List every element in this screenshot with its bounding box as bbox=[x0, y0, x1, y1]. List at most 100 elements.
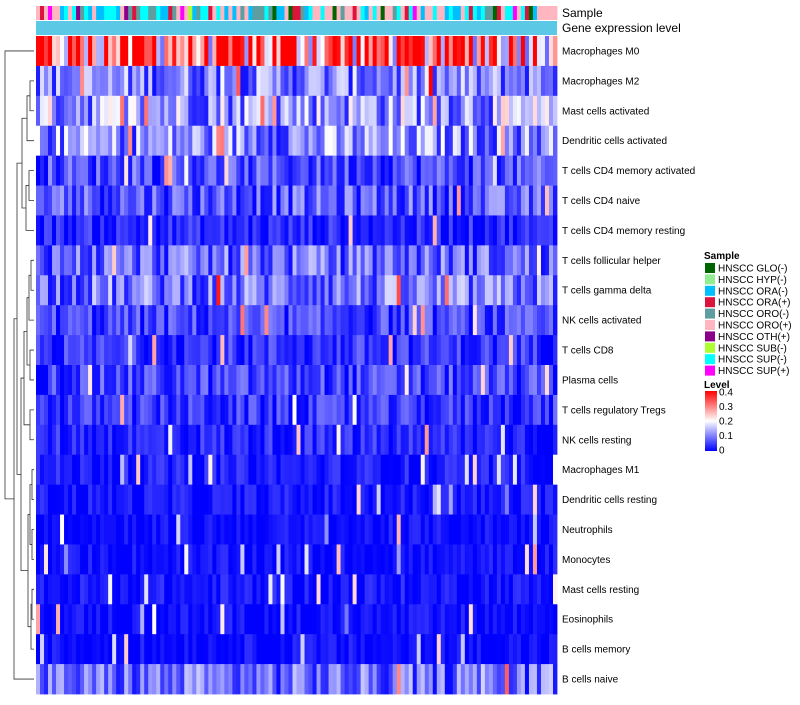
heatmap-cell bbox=[452, 215, 458, 246]
heatmap-cell bbox=[92, 215, 97, 246]
heatmap-cell bbox=[528, 604, 534, 635]
heatmap-cell bbox=[440, 335, 446, 366]
sample-annotation-cell bbox=[256, 6, 261, 20]
heatmap-cell bbox=[300, 275, 305, 306]
heatmap-cell bbox=[420, 185, 426, 216]
heatmap-cell bbox=[432, 634, 438, 665]
heatmap-cell bbox=[440, 185, 446, 216]
heatmap-cell bbox=[512, 454, 518, 486]
heatmap-cell bbox=[252, 95, 257, 127]
heatmap-cell bbox=[396, 305, 402, 336]
heatmap-cell bbox=[552, 335, 558, 366]
level-legend-tick: 0.2 bbox=[719, 417, 733, 428]
heatmap-cell bbox=[272, 215, 277, 246]
heatmap-cell bbox=[444, 95, 450, 127]
heatmap-cell bbox=[284, 394, 289, 426]
heatmap-cell bbox=[336, 125, 341, 157]
heatmap-cell bbox=[528, 365, 534, 396]
heatmap-cell bbox=[336, 424, 341, 456]
heatmap-cell bbox=[136, 664, 141, 695]
heatmap-cell bbox=[68, 125, 73, 157]
heatmap-cell bbox=[48, 664, 53, 695]
heatmap-cell bbox=[204, 514, 209, 545]
heatmap-cell bbox=[252, 335, 257, 366]
heatmap-cell bbox=[196, 125, 201, 157]
heatmap-cell bbox=[64, 245, 69, 276]
heatmap-cell bbox=[212, 215, 217, 246]
heatmap-cell bbox=[532, 335, 538, 366]
heatmap-cell bbox=[124, 125, 129, 157]
heatmap-cell bbox=[484, 36, 490, 67]
heatmap-cell bbox=[108, 215, 113, 246]
heatmap-cell bbox=[532, 215, 538, 246]
heatmap-cell bbox=[220, 95, 225, 127]
heatmap-cell bbox=[300, 335, 305, 366]
heatmap-cell bbox=[100, 544, 105, 575]
heatmap-cell bbox=[316, 335, 321, 366]
heatmap-cell bbox=[316, 245, 321, 276]
heatmap-cell bbox=[260, 365, 265, 396]
heatmap-cell bbox=[264, 245, 269, 276]
heatmap-cell bbox=[128, 65, 133, 97]
heatmap-cell bbox=[508, 454, 514, 486]
heatmap-cell bbox=[100, 275, 105, 306]
heatmap-cell bbox=[424, 454, 430, 486]
heatmap-cell bbox=[508, 125, 514, 157]
dendrogram-branch bbox=[28, 274, 34, 321]
heatmap-cell bbox=[476, 185, 482, 216]
heatmap-cell bbox=[344, 95, 349, 127]
heatmap-cell bbox=[280, 65, 285, 97]
heatmap-cell bbox=[172, 275, 177, 306]
heatmap-cell bbox=[244, 424, 249, 456]
heatmap-cell bbox=[540, 155, 546, 186]
heatmap-cell bbox=[452, 634, 458, 665]
heatmap-cell bbox=[536, 365, 542, 396]
heatmap-cell bbox=[448, 454, 454, 486]
heatmap-cell bbox=[292, 574, 297, 605]
heatmap-cell bbox=[396, 36, 402, 67]
heatmap-cell bbox=[400, 95, 406, 127]
heatmap-cell bbox=[272, 574, 277, 605]
heatmap-cell bbox=[228, 245, 233, 276]
heatmap-cell bbox=[288, 574, 293, 605]
heatmap-cell bbox=[464, 185, 470, 216]
heatmap-cell bbox=[324, 424, 329, 456]
heatmap-cell bbox=[224, 65, 229, 97]
heatmap-cell bbox=[220, 544, 225, 575]
heatmap-cell bbox=[284, 634, 289, 665]
heatmap-cell bbox=[488, 454, 494, 486]
heatmap-cell bbox=[296, 664, 301, 695]
heatmap-cell bbox=[212, 424, 217, 456]
heatmap-cell bbox=[92, 65, 97, 97]
heatmap-cell bbox=[368, 604, 374, 635]
heatmap-cell bbox=[236, 604, 241, 635]
heatmap-cell bbox=[84, 394, 89, 426]
heatmap-cell bbox=[120, 245, 125, 276]
heatmap-cell bbox=[196, 155, 201, 186]
heatmap-cell bbox=[100, 394, 105, 426]
heatmap-cell bbox=[532, 305, 538, 336]
heatmap-cell bbox=[244, 305, 249, 336]
heatmap-cell bbox=[396, 454, 402, 486]
heatmap-cell bbox=[456, 454, 462, 486]
heatmap-cell bbox=[384, 185, 390, 216]
heatmap-cell bbox=[396, 544, 402, 575]
heatmap-cell bbox=[440, 95, 446, 127]
heatmap-cell bbox=[512, 394, 518, 426]
heatmap-cell bbox=[184, 664, 189, 695]
heatmap-cell bbox=[476, 574, 482, 605]
heatmap-cell bbox=[312, 424, 317, 456]
heatmap-cell bbox=[540, 65, 546, 97]
heatmap-cell bbox=[424, 544, 430, 575]
heatmap-cell bbox=[384, 215, 390, 246]
sample-annotation-cell bbox=[444, 6, 450, 20]
heatmap-cell bbox=[120, 544, 125, 575]
heatmap-cell bbox=[544, 36, 550, 67]
heatmap-cell bbox=[500, 65, 506, 97]
heatmap-cell bbox=[76, 185, 81, 216]
heatmap-cell bbox=[548, 335, 554, 366]
heatmap-cell bbox=[320, 215, 325, 246]
heatmap-cell bbox=[460, 65, 466, 97]
heatmap-cell bbox=[72, 305, 77, 336]
